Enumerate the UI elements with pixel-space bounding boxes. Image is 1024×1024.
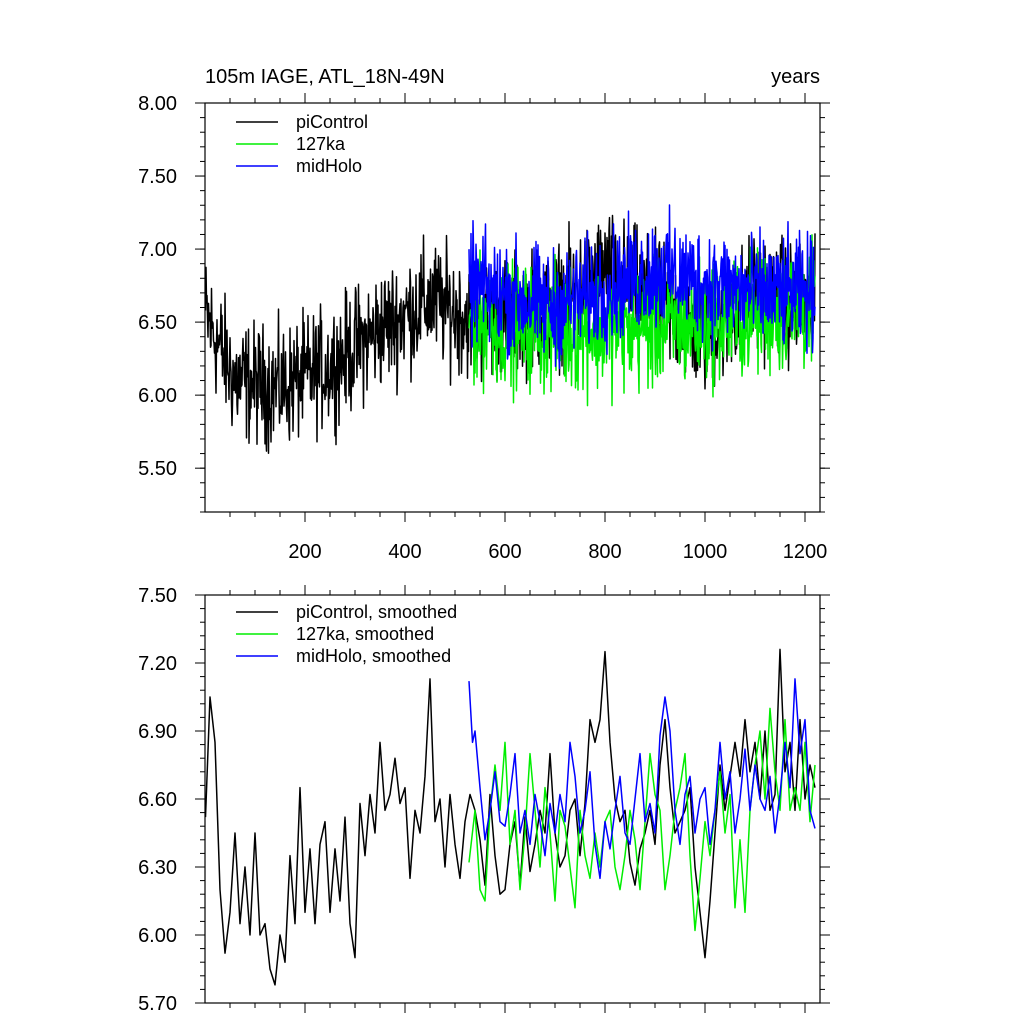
series-line-midholo <box>468 204 816 370</box>
series-line-127ka-smoothed <box>468 707 816 932</box>
y-tick-label: 6.60 <box>138 789 177 811</box>
legend-label: 127ka, smoothed <box>296 624 434 644</box>
y-tick-label: 8.00 <box>138 93 177 115</box>
x-tick-label: 1200 <box>783 541 828 563</box>
legend-label: piControl <box>296 112 368 132</box>
y-tick-label: 5.70 <box>138 993 177 1015</box>
y-tick-label: 7.20 <box>138 653 177 675</box>
top-panel: 105m IAGE, ATL_18N-49N years piControl12… <box>138 66 830 563</box>
legend-label: midHolo, smoothed <box>296 646 451 666</box>
y-tick-label: 7.50 <box>138 166 177 188</box>
x-tick-label: 400 <box>388 541 421 563</box>
x-tick-label: 800 <box>588 541 621 563</box>
y-tick-label: 7.50 <box>138 585 177 607</box>
y-tick-label: 6.00 <box>138 385 177 407</box>
legend-label: piControl, smoothed <box>296 602 457 622</box>
legend-label: 127ka <box>296 134 346 154</box>
y-tick-label: 5.50 <box>138 458 177 480</box>
y-tick-label: 6.90 <box>138 721 177 743</box>
series-line-midholo-smoothed <box>468 678 816 880</box>
legend-label: midHolo <box>296 156 362 176</box>
y-tick-label: 6.00 <box>138 925 177 947</box>
x-tick-label: 200 <box>288 541 321 563</box>
y-tick-label: 6.50 <box>138 312 177 334</box>
y-tick-label: 6.30 <box>138 857 177 879</box>
x-tick-label: 1000 <box>683 541 728 563</box>
top-title-left: 105m IAGE, ATL_18N-49N <box>205 66 445 88</box>
y-tick-label: 7.00 <box>138 239 177 261</box>
x-tick-label: 600 <box>488 541 521 563</box>
top-title-right: years <box>771 66 820 88</box>
